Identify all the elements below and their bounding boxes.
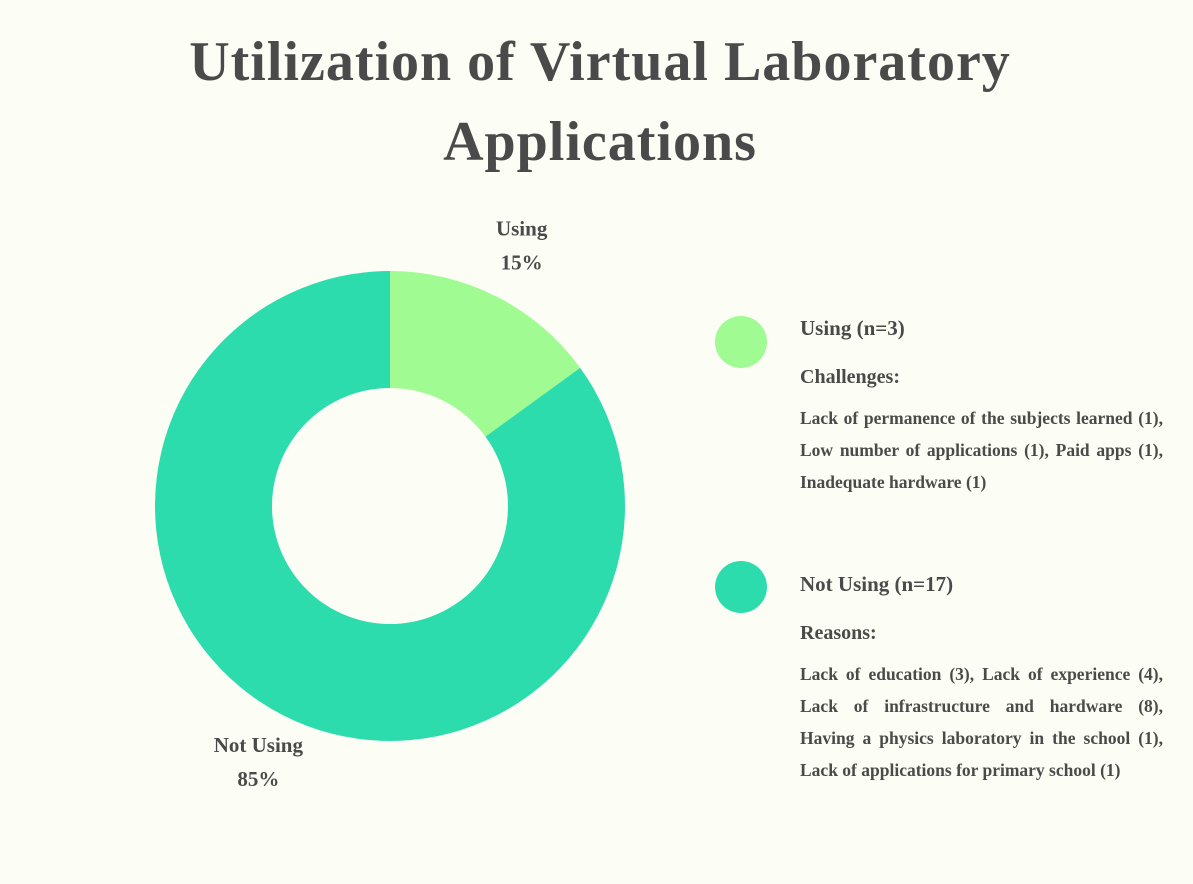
legend-heading: Challenges: xyxy=(800,366,900,388)
value-label: 15% xyxy=(501,250,543,274)
legend-title: Using (n=3) xyxy=(800,316,905,340)
chart-title: Utilization of Virtual Laboratory Applic… xyxy=(189,31,1011,173)
value-label: 85% xyxy=(237,767,279,791)
legend-marker xyxy=(715,561,767,613)
legend-marker xyxy=(715,316,767,368)
legend-heading: Reasons: xyxy=(800,622,877,644)
legend-entry: Not Using (n=17) Reasons: Lack of educat… xyxy=(800,572,1163,786)
slice xyxy=(390,271,581,437)
slice-label: Not Using xyxy=(214,733,304,757)
legend-title: Not Using (n=17) xyxy=(800,572,954,596)
legend-entry: Using (n=3) Challenges: Lack of permanen… xyxy=(800,316,1163,498)
slice xyxy=(155,271,626,741)
slice-label: Using xyxy=(496,216,548,240)
legend-text: Lack of permanence of the subjects learn… xyxy=(800,408,1163,492)
legend-text: Lack of education (3), Lack of experienc… xyxy=(800,664,1163,780)
